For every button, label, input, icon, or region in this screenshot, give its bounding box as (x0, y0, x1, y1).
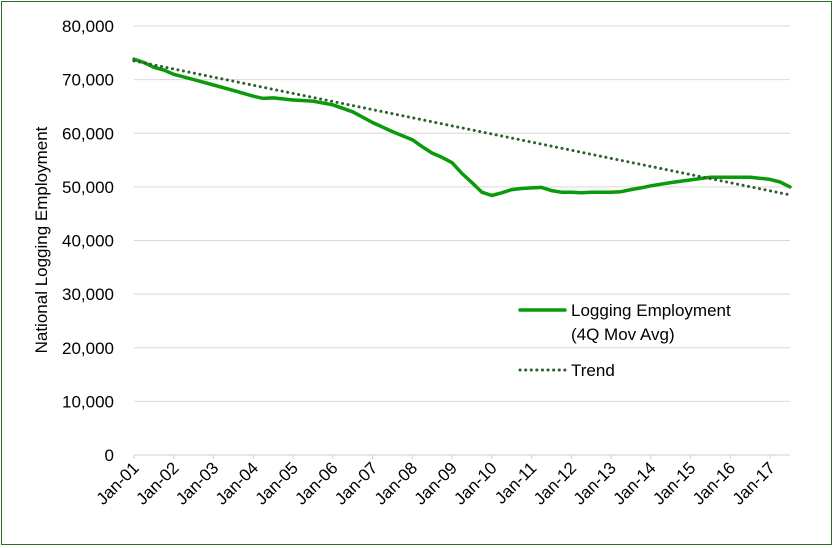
gridlines (134, 25, 790, 402)
x-tick-label: Jan-15 (649, 458, 699, 508)
y-tick-label: 30,000 (62, 285, 114, 304)
x-tick-label: Jan-03 (172, 458, 222, 508)
y-tick-label: 20,000 (62, 339, 114, 358)
x-tick-label: Jan-08 (371, 458, 421, 508)
x-tick-label: Jan-13 (570, 458, 620, 508)
trend-line (132, 59, 792, 197)
series-group (132, 57, 792, 198)
y-tick-label: 10,000 (62, 392, 114, 411)
x-tick-label: Jan-12 (530, 458, 580, 508)
legend-label: (4Q Mov Avg) (571, 325, 675, 344)
x-axis-ticks: Jan-01Jan-02Jan-03Jan-04Jan-05Jan-06Jan-… (93, 455, 779, 509)
x-tick-label: Jan-06 (291, 458, 341, 508)
x-tick-label: Jan-09 (411, 458, 461, 508)
x-tick-label: Jan-04 (212, 458, 262, 508)
x-tick-label: Jan-17 (729, 458, 779, 508)
x-tick-label: Jan-10 (450, 458, 500, 508)
x-tick-label: Jan-05 (252, 458, 302, 508)
y-tick-label: 50,000 (62, 178, 114, 197)
legend-label: Trend (571, 361, 615, 380)
y-tick-label: 0 (105, 446, 114, 465)
x-tick-label: Jan-16 (689, 458, 739, 508)
x-tick-label: Jan-01 (93, 458, 143, 508)
x-tick-label: Jan-02 (132, 458, 182, 508)
y-tick-label: 60,000 (62, 124, 114, 143)
y-tick-label: 40,000 (62, 232, 114, 251)
x-tick-label: Jan-14 (609, 458, 659, 508)
legend-label: Logging Employment (571, 301, 731, 320)
legend: Logging Employment (4Q Mov Avg) Trend (518, 301, 731, 380)
y-tick-label: 80,000 (62, 17, 114, 36)
y-axis-title: National Logging Employment (32, 126, 51, 353)
logging-employment-line (132, 57, 792, 198)
x-tick-label: Jan-11 (491, 458, 540, 507)
x-tick-label: Jan-07 (331, 458, 381, 508)
y-axis-ticks: 0 10,000 20,000 30,000 40,000 50,000 60,000 70,… (62, 17, 114, 465)
y-tick-label: 70,000 (62, 71, 114, 90)
